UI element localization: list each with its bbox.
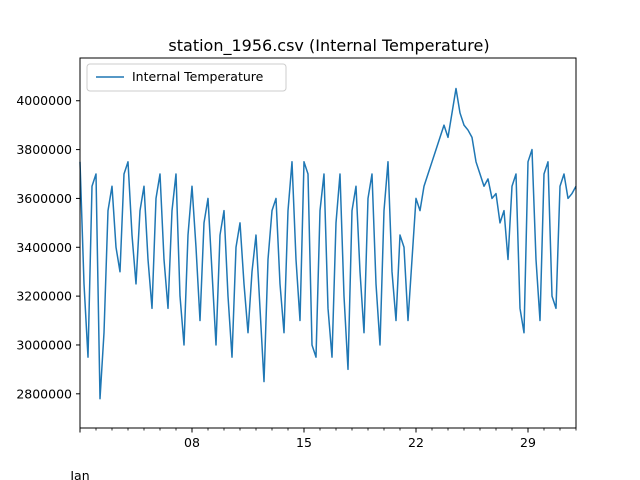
x-axis: 08 15 22 29 [79,428,577,450]
y-tick-label: 2800000 [16,386,72,401]
series-layer [79,87,577,400]
y-tick-label: 3200000 [16,289,72,304]
x-axis-month-label: Jan [69,468,89,480]
y-axis: 2800000 3000000 3200000 3400000 3600000 38000… [16,93,80,401]
legend-box [86,63,287,92]
y-tick-label: 3800000 [16,142,72,157]
y-tick-label: 4000000 [16,93,72,108]
plot-frame [79,57,577,429]
y-tick-label: 3000000 [16,337,72,352]
legend: Internal Temperature [86,63,287,92]
legend-label: Internal Temperature [132,69,264,84]
series-line-0 [79,87,577,400]
x-tick-label: 22 [408,435,424,450]
y-tick-label: 3400000 [16,240,72,255]
y-tick-label: 3600000 [16,191,72,206]
plot-area [79,57,577,429]
x-tick-label: 08 [184,435,200,450]
x-tick-label: 15 [296,435,312,450]
x-tick-label: 29 [520,435,536,450]
chart-title: station_1956.csv (Internal Temperature) [168,36,489,56]
